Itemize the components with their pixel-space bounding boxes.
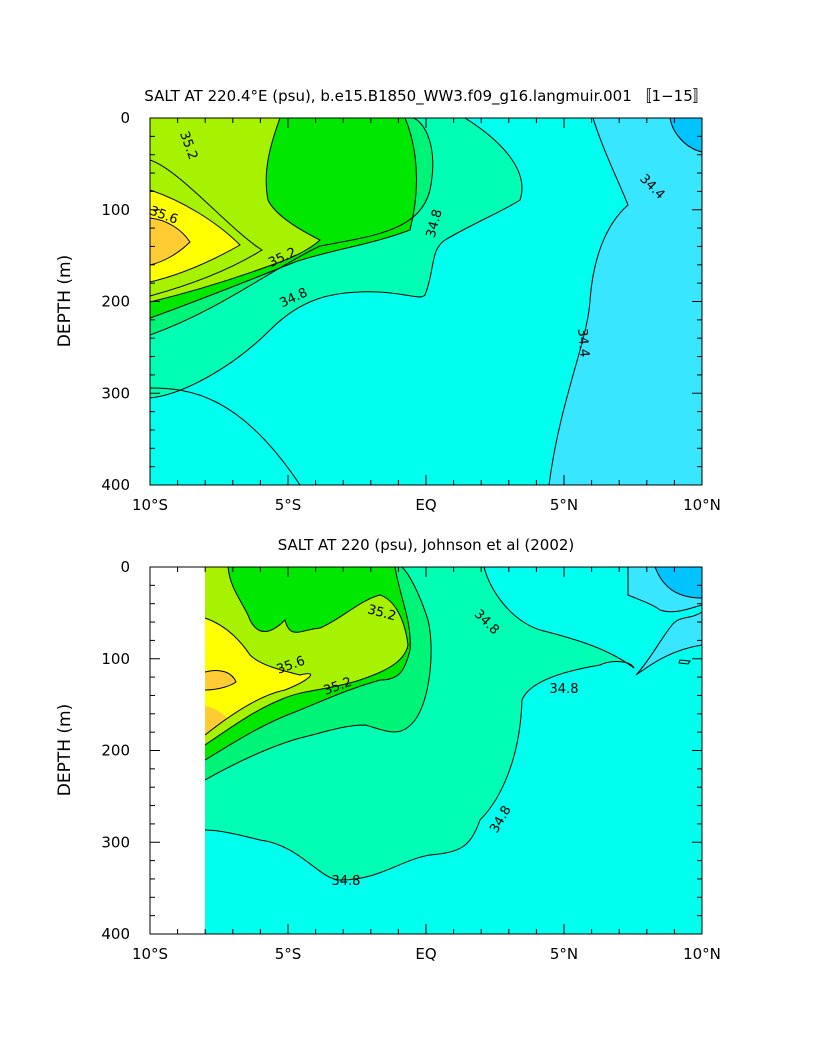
top-x-tick-label: 10°S xyxy=(132,496,168,514)
bottom-axes: 10°S 5°S EQ 5°N 10°N 0 100 200 300 400 xyxy=(101,558,721,963)
bot-contour-34-4-c xyxy=(654,567,702,599)
top-x-tick-label: 10°N xyxy=(683,496,721,514)
top-contour-35-4 xyxy=(150,118,321,303)
bottom-contour-lines xyxy=(205,567,702,881)
bot-contour-35-6 xyxy=(205,617,312,736)
top-y-tick-label: 400 xyxy=(101,476,130,494)
top-contour-34-4-a xyxy=(548,118,629,485)
bot-contour-34-4-d xyxy=(678,659,691,665)
top-fill-35-8 xyxy=(150,218,190,265)
panel-top: 35.235.635.234.834.834.434.4 10°S 5°S EQ 5°… xyxy=(55,87,721,514)
bot-contour-35-2 xyxy=(205,567,411,761)
bottom-chart-title: SALT AT 220 (psu), Johnson et al (2002) xyxy=(278,536,575,554)
bot-fill-35-8b xyxy=(205,706,228,735)
top-y-tick-label: 100 xyxy=(101,201,130,219)
bot-contour-35-0 xyxy=(205,567,432,781)
top-fill-35-6 xyxy=(150,190,240,282)
top-contour-35-8 xyxy=(150,217,191,266)
top-contour-label: 34.8 xyxy=(424,208,446,240)
top-fill-regions xyxy=(150,118,702,485)
bottom-x-tick-label: 10°S xyxy=(132,945,168,963)
bot-contour-35-8 xyxy=(205,669,237,691)
panel-bottom: 35.235.635.234.834.834.834.8 10°S 5°S EQ 5°… xyxy=(55,536,721,963)
top-contour-34-8-a xyxy=(150,118,523,399)
top-y-tick-label: 300 xyxy=(101,384,130,402)
bottom-contour-label: 34.8 xyxy=(331,874,360,889)
top-x-tick-label: 5°N xyxy=(550,496,578,514)
bot-fill-35-6 xyxy=(205,618,311,735)
bot-contour-34-4-b xyxy=(635,611,702,676)
bottom-y-axis-label: DEPTH (m) xyxy=(55,704,75,796)
top-contour-35-0 xyxy=(150,118,434,336)
bottom-contour-label: 34.8 xyxy=(550,682,579,697)
top-x-tick-label: EQ xyxy=(415,496,436,514)
bottom-x-tick-label: 5°N xyxy=(550,945,578,963)
bottom-x-tick-label: EQ xyxy=(415,945,436,963)
top-contour-label: 34.4 xyxy=(574,328,591,358)
top-contour-35-6-inner xyxy=(150,189,241,283)
top-contour-35-2 xyxy=(150,118,417,319)
top-chart-title: SALT AT 220.4°E (psu), b.e15.B1850_WW3.f… xyxy=(144,87,707,106)
bot-contour-34-8 xyxy=(205,567,635,881)
bottom-contour-labels: 35.235.635.234.834.834.834.8 xyxy=(275,602,579,888)
bottom-y-tick-label: 300 xyxy=(101,833,130,851)
bottom-y-tick-label: 400 xyxy=(101,925,130,943)
top-y-axis-label: DEPTH (m) xyxy=(55,255,75,347)
bottom-fill-regions xyxy=(205,567,702,934)
top-contour-34-4-b xyxy=(669,118,702,153)
bottom-y-tick-label: 100 xyxy=(101,650,130,668)
top-fill-deep-blue xyxy=(670,118,702,152)
bot-fill-35-8 xyxy=(205,670,236,690)
top-contour-34-6 xyxy=(150,387,301,485)
bottom-contour-label: 35.2 xyxy=(366,602,398,624)
top-contour-lines xyxy=(150,118,702,485)
bot-fill-lt-34-4b xyxy=(636,612,702,675)
top-y-tick-label: 200 xyxy=(101,293,130,311)
top-axes: 10°S 5°S EQ 5°N 10°N 0 100 200 300 400 xyxy=(101,109,721,514)
bottom-y-tick-label: 0 xyxy=(120,558,130,576)
bottom-y-tick-label: 200 xyxy=(101,742,130,760)
bot-contour-34-4-a xyxy=(627,567,702,613)
top-contour-35-6-outer xyxy=(150,159,263,297)
bottom-x-tick-label: 10°N xyxy=(683,945,721,963)
top-fill-lt-34-4 xyxy=(549,118,702,485)
top-y-tick-label: 0 xyxy=(120,109,130,127)
bottom-x-tick-label: 5°S xyxy=(275,945,302,963)
bot-fill-deep-blue xyxy=(655,567,702,598)
bot-contour-35-4 xyxy=(205,567,409,746)
top-x-tick-label: 5°S xyxy=(275,496,302,514)
